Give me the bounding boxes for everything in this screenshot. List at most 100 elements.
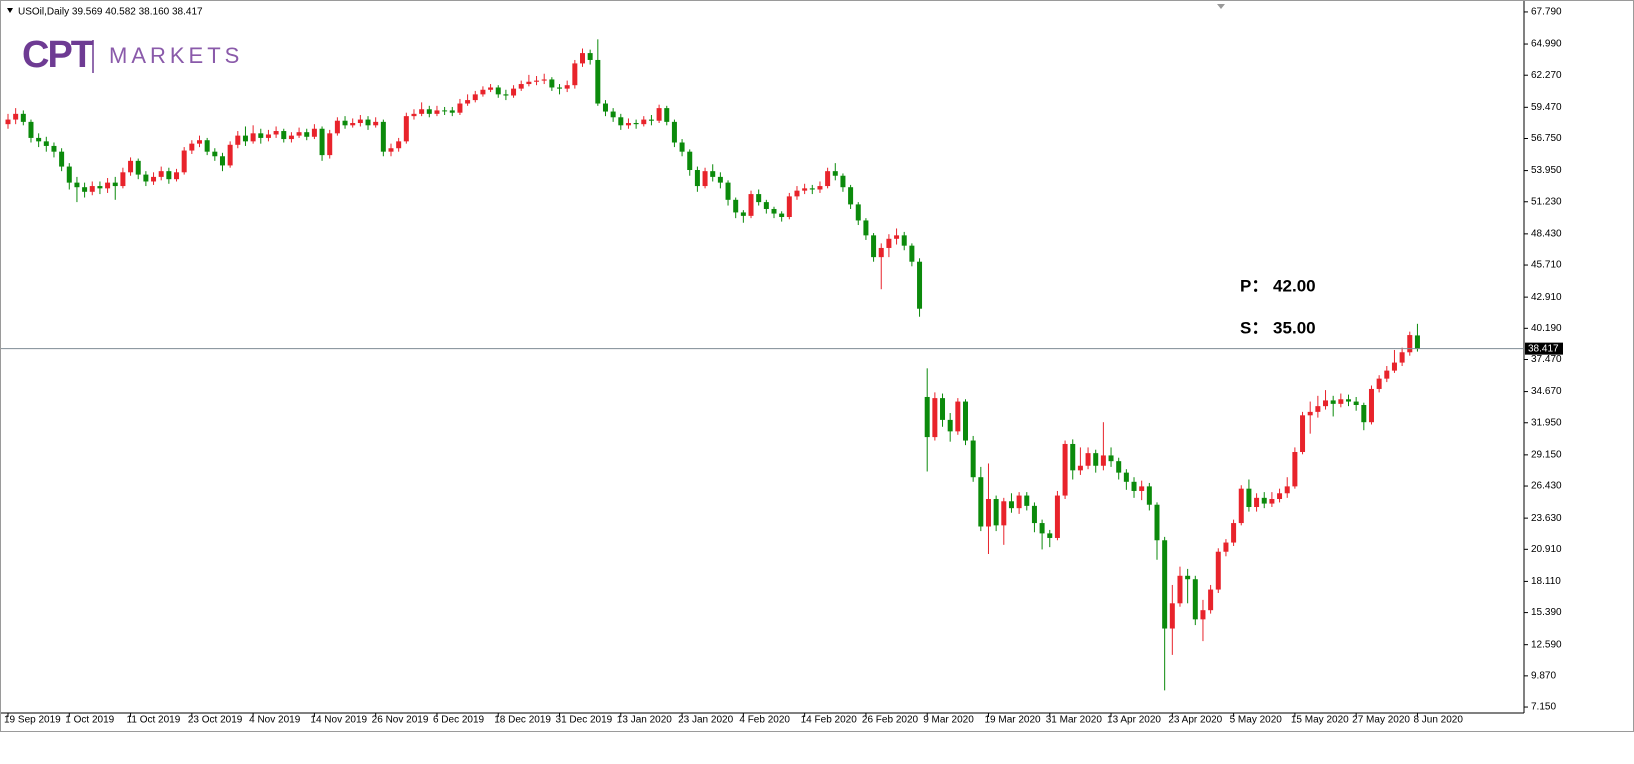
candle-body — [863, 220, 869, 236]
x-tick-label: 26 Feb 2020 — [862, 715, 919, 726]
candle-body — [350, 123, 356, 126]
candle-body — [242, 135, 248, 142]
candle-body — [28, 121, 34, 138]
candle-body — [511, 88, 517, 96]
candle-body — [710, 171, 716, 177]
candle-body — [388, 148, 394, 152]
candle-body — [158, 171, 164, 177]
candle-body — [304, 132, 310, 137]
candle-body — [763, 202, 769, 209]
candle-body — [273, 131, 279, 135]
candle-body — [1108, 455, 1114, 462]
candle-body — [189, 143, 195, 151]
candle-body — [580, 53, 585, 64]
candle-body — [1384, 370, 1390, 379]
candle-body — [687, 151, 693, 171]
x-tick-label: 23 Jan 2020 — [678, 715, 733, 726]
candle-body — [258, 133, 264, 138]
price-label-box — [1525, 342, 1563, 355]
candle-body — [1254, 497, 1260, 508]
candle-body — [151, 176, 157, 182]
candle-body — [748, 194, 754, 216]
candle-body — [1169, 603, 1175, 629]
candle-body — [143, 174, 149, 182]
y-tick-label: 7.150 — [1531, 702, 1556, 713]
candle-body — [549, 79, 555, 88]
y-tick-label: 64.990 — [1531, 39, 1562, 50]
candle-body — [802, 188, 808, 191]
candle-body — [825, 171, 831, 187]
candle-body — [1200, 610, 1206, 620]
candle-body — [1215, 551, 1221, 590]
candle-body — [288, 135, 294, 140]
candle-body — [679, 142, 685, 152]
candle-body — [534, 80, 540, 82]
candle-body — [212, 151, 218, 157]
candle-body — [495, 87, 501, 95]
candle-body — [472, 94, 478, 101]
candle-body — [311, 128, 317, 137]
candle-body — [1315, 406, 1321, 412]
candle-body — [219, 156, 225, 166]
candle-body — [281, 131, 287, 140]
candle-body — [917, 261, 923, 309]
candle-body — [1123, 472, 1129, 482]
candle-body — [1414, 335, 1420, 349]
x-tick-label: 27 May 2020 — [1352, 715, 1410, 726]
candle-body — [166, 171, 172, 180]
y-tick-label: 62.270 — [1531, 70, 1562, 81]
x-tick-label: 18 Dec 2019 — [494, 715, 551, 726]
candle-body — [74, 182, 80, 188]
candle-body — [955, 401, 961, 432]
candle-body — [59, 151, 65, 167]
x-tick-label: 14 Feb 2020 — [801, 715, 858, 726]
candle-body — [181, 150, 187, 173]
candle-body — [1054, 495, 1060, 538]
candle-body — [296, 132, 302, 136]
candle-body — [174, 172, 180, 180]
x-tick-label: 19 Mar 2020 — [984, 715, 1041, 726]
candle-body — [518, 84, 524, 89]
candle-body — [1284, 486, 1290, 494]
candle-body — [1277, 493, 1283, 499]
logo-text: MARKETS — [109, 43, 243, 68]
x-tick-label: 4 Nov 2019 — [249, 715, 301, 726]
x-tick-label: 19 Sep 2019 — [4, 715, 61, 726]
candle-body — [235, 135, 241, 145]
candle-body — [1231, 523, 1237, 543]
candle-body — [227, 144, 233, 166]
candle-body — [1001, 501, 1007, 526]
candle-body — [1085, 453, 1091, 466]
y-tick-label: 18.110 — [1531, 576, 1561, 587]
candle-body — [357, 119, 363, 124]
candle-body — [1062, 443, 1068, 496]
candle-body — [503, 94, 509, 96]
candle-body — [204, 140, 210, 152]
candle-body — [947, 419, 953, 432]
candle-body — [1223, 542, 1229, 552]
candle-body — [587, 53, 593, 60]
x-tick-label: 13 Jan 2020 — [617, 715, 672, 726]
x-tick-label: 8 Jun 2020 — [1413, 715, 1463, 726]
candle-body — [411, 113, 417, 117]
candle-body — [334, 120, 340, 134]
y-tick-label: 9.870 — [1531, 671, 1556, 682]
y-tick-label: 12.590 — [1531, 639, 1562, 650]
candle-body — [380, 121, 386, 152]
candle-body — [319, 128, 325, 156]
candle-body — [725, 182, 731, 200]
candle-body — [327, 133, 333, 156]
candle-body — [1047, 533, 1053, 538]
candle-body — [848, 187, 854, 205]
candle-body — [434, 110, 440, 114]
candle-body — [694, 170, 700, 187]
candle-body — [1208, 589, 1214, 611]
y-tick-label: 42.910 — [1531, 292, 1562, 303]
y-tick-label: 67.790 — [1531, 7, 1562, 18]
candle-body — [1346, 399, 1351, 402]
candle-body — [840, 175, 846, 188]
candle-body — [1338, 399, 1344, 404]
candle-body — [595, 59, 601, 104]
candle-body — [702, 171, 708, 187]
candle-body — [1016, 495, 1022, 509]
